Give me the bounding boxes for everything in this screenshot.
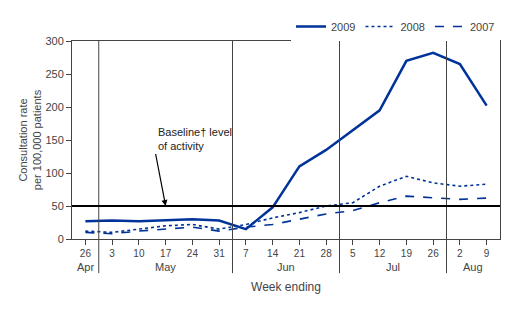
svg-text:26: 26 — [80, 248, 92, 259]
svg-text:14: 14 — [267, 248, 279, 259]
svg-text:300: 300 — [45, 35, 63, 47]
svg-text:5: 5 — [350, 248, 356, 259]
svg-text:2: 2 — [457, 248, 463, 259]
svg-text:12: 12 — [374, 248, 386, 259]
svg-text:Jul: Jul — [386, 261, 400, 273]
svg-text:17: 17 — [160, 248, 172, 259]
svg-text:Jun: Jun — [277, 261, 295, 273]
svg-text:3: 3 — [109, 248, 115, 259]
svg-text:May: May — [155, 261, 176, 273]
svg-text:100: 100 — [45, 167, 63, 179]
svg-text:250: 250 — [45, 68, 63, 80]
svg-text:200: 200 — [45, 101, 63, 113]
svg-text:50: 50 — [52, 200, 64, 212]
svg-text:Consultation rateper 100,000 p: Consultation rateper 100,000 patients — [17, 89, 43, 190]
svg-text:Week ending: Week ending — [251, 280, 321, 294]
svg-text:7: 7 — [243, 248, 249, 259]
svg-text:2007: 2007 — [470, 21, 494, 33]
svg-text:26: 26 — [428, 248, 440, 259]
svg-text:28: 28 — [321, 248, 333, 259]
svg-text:9: 9 — [484, 248, 490, 259]
svg-text:0: 0 — [58, 233, 64, 245]
svg-text:Apr: Apr — [77, 261, 94, 273]
svg-text:Aug: Aug — [463, 261, 483, 273]
svg-text:31: 31 — [214, 248, 226, 259]
svg-text:10: 10 — [133, 248, 145, 259]
svg-text:19: 19 — [401, 248, 413, 259]
svg-text:2008: 2008 — [400, 21, 424, 33]
svg-text:24: 24 — [187, 248, 199, 259]
svg-text:150: 150 — [45, 134, 63, 146]
svg-text:2009: 2009 — [331, 21, 355, 33]
svg-text:21: 21 — [294, 248, 306, 259]
svg-text:Baseline† levelof activity: Baseline† levelof activity — [158, 126, 232, 152]
